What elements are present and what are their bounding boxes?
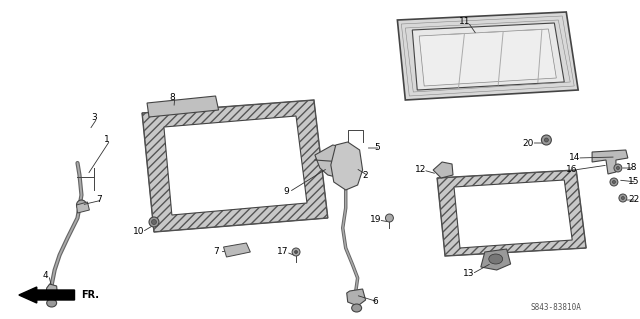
Circle shape [292, 248, 300, 256]
Circle shape [610, 178, 618, 186]
Circle shape [614, 164, 622, 172]
Polygon shape [412, 23, 564, 90]
Ellipse shape [489, 254, 502, 264]
Text: 15: 15 [628, 177, 639, 187]
Text: 14: 14 [568, 153, 580, 162]
Ellipse shape [47, 299, 56, 307]
Polygon shape [397, 12, 578, 100]
Text: FR.: FR. [81, 290, 99, 300]
Text: 4: 4 [43, 271, 49, 279]
Text: 7: 7 [97, 196, 102, 204]
Polygon shape [164, 116, 307, 215]
Circle shape [385, 214, 394, 222]
Text: 2: 2 [363, 172, 369, 181]
Polygon shape [45, 284, 58, 300]
Text: 16: 16 [566, 166, 577, 174]
Text: 22: 22 [628, 196, 639, 204]
Polygon shape [592, 150, 628, 174]
Text: 3: 3 [92, 114, 97, 122]
Polygon shape [223, 243, 250, 257]
Polygon shape [347, 289, 365, 306]
Text: 11: 11 [459, 18, 470, 26]
Circle shape [621, 197, 625, 199]
Polygon shape [419, 29, 556, 86]
Text: 5: 5 [374, 144, 380, 152]
Polygon shape [437, 170, 586, 256]
Text: 7: 7 [214, 248, 220, 256]
Circle shape [294, 250, 298, 254]
Polygon shape [147, 96, 218, 117]
Polygon shape [77, 202, 90, 213]
Text: 9: 9 [284, 188, 289, 197]
Text: 20: 20 [523, 138, 534, 147]
Text: 10: 10 [133, 227, 145, 236]
Text: 1: 1 [104, 136, 110, 145]
Circle shape [152, 219, 156, 225]
Text: 19: 19 [370, 216, 381, 225]
Circle shape [616, 167, 620, 169]
Polygon shape [433, 162, 453, 178]
Circle shape [545, 138, 548, 142]
Circle shape [541, 135, 551, 145]
Text: 6: 6 [372, 298, 378, 307]
Text: 8: 8 [169, 93, 175, 101]
Circle shape [612, 181, 616, 183]
Circle shape [77, 200, 86, 210]
Ellipse shape [351, 304, 362, 312]
Circle shape [619, 194, 627, 202]
FancyArrow shape [19, 287, 74, 303]
Polygon shape [481, 249, 511, 270]
Text: S843-83810A: S843-83810A [531, 303, 582, 313]
Polygon shape [454, 180, 572, 248]
Polygon shape [142, 100, 328, 232]
Text: 17: 17 [277, 248, 289, 256]
Polygon shape [315, 145, 349, 178]
Text: 12: 12 [415, 166, 426, 174]
Circle shape [149, 217, 159, 227]
Polygon shape [331, 142, 363, 190]
Text: 18: 18 [626, 164, 637, 173]
Text: 13: 13 [463, 270, 475, 278]
